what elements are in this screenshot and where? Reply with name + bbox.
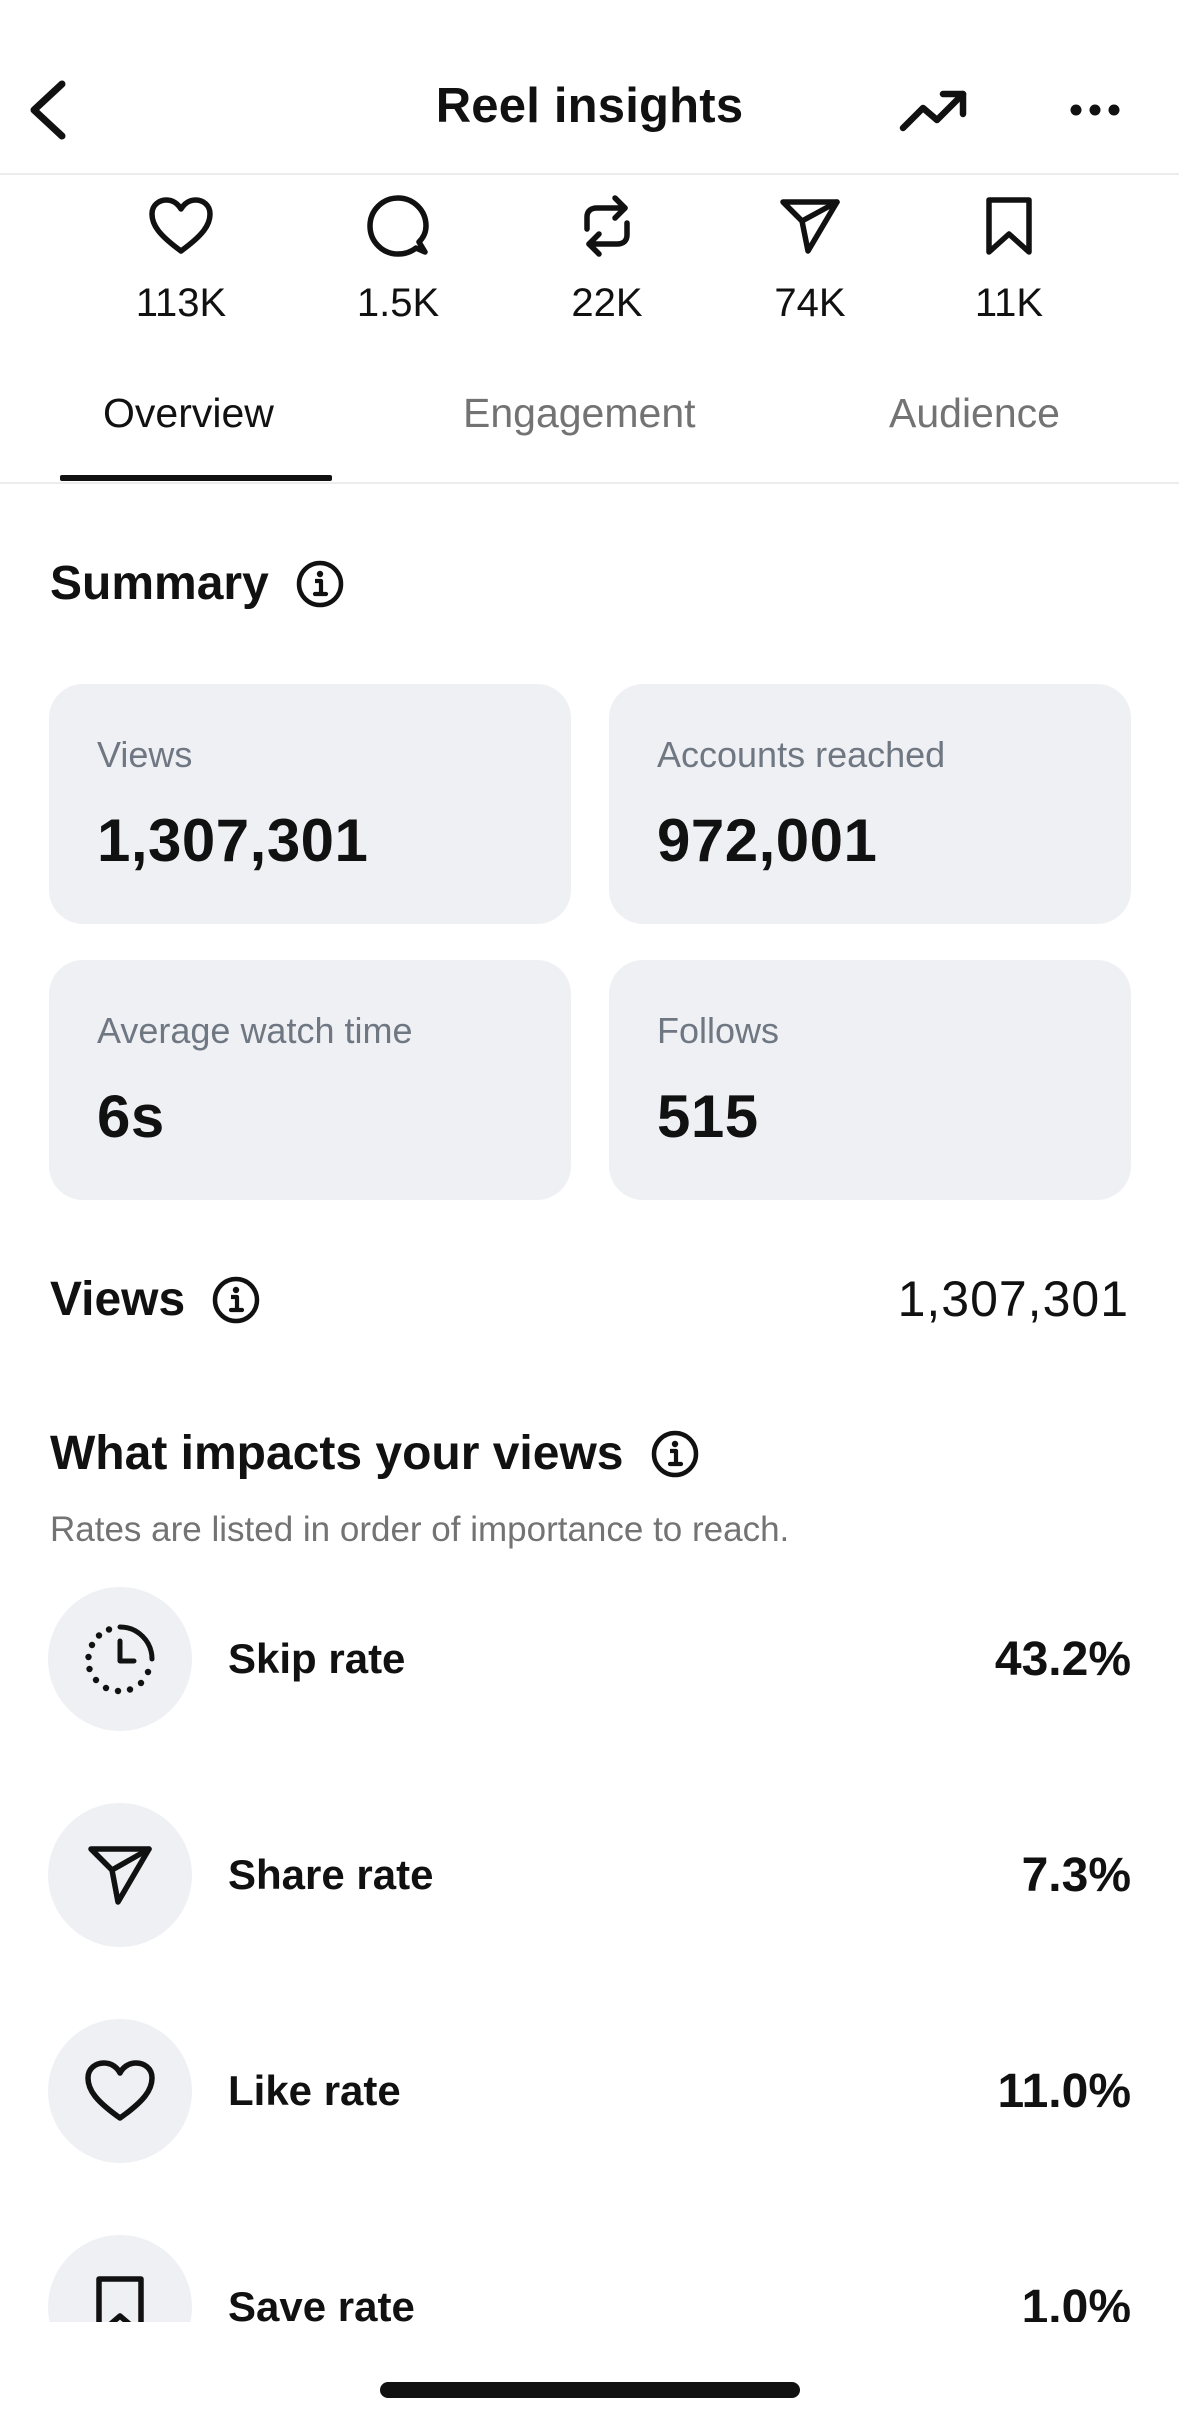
comment-icon xyxy=(367,195,429,257)
info-icon[interactable] xyxy=(211,1275,261,1325)
rate-icon-circle xyxy=(48,2019,192,2163)
rate-row-share[interactable]: Share rate 7.3% xyxy=(48,1803,1131,1949)
rate-value: 43.2% xyxy=(994,1633,1131,1686)
back-button[interactable] xyxy=(18,70,78,150)
stat-value: 113K xyxy=(135,281,227,325)
stat-value: 1.5K xyxy=(356,281,440,325)
heart-icon xyxy=(85,2060,155,2121)
ellipsis-icon xyxy=(1070,104,1120,116)
card-label: Views xyxy=(97,734,193,775)
rate-icon-circle xyxy=(48,2235,192,2322)
active-tab-indicator xyxy=(60,475,332,481)
stat-value: 22K xyxy=(571,281,643,325)
rate-label: Save rate xyxy=(228,2283,415,2322)
rate-value: 7.3% xyxy=(1021,1849,1131,1902)
engagement-stats-row: 113K 1.5K 22K xyxy=(0,175,1179,345)
chevron-left-icon xyxy=(30,80,66,140)
views-title: Views xyxy=(50,1273,186,1326)
rate-row-like[interactable]: Like rate 11.0% xyxy=(48,2019,1131,2165)
more-options-button[interactable] xyxy=(1060,78,1130,142)
card-label: Average watch time xyxy=(97,1010,413,1051)
rate-icon-circle xyxy=(48,1803,192,1947)
home-indicator[interactable] xyxy=(380,2382,800,2398)
trending-up-icon xyxy=(899,90,967,132)
card-value: 972,001 xyxy=(657,807,878,874)
summary-card-accounts-reached[interactable]: Accounts reached 972,001 xyxy=(609,684,1131,924)
stat-saves: 11K xyxy=(934,185,1084,326)
info-icon[interactable] xyxy=(650,1429,700,1479)
dotted-clock-icon xyxy=(85,1624,155,1695)
card-value: 515 xyxy=(657,1083,759,1150)
tab-engagement[interactable]: Engagement xyxy=(463,390,696,436)
trends-button[interactable] xyxy=(895,78,973,142)
rate-row-save[interactable]: Save rate 1.0% xyxy=(48,2235,1131,2322)
tab-bar: Overview Engagement Audience xyxy=(0,360,1179,484)
card-value: 1,307,301 xyxy=(97,807,369,874)
stat-likes: 113K xyxy=(106,185,256,326)
bookmark-icon xyxy=(96,2276,144,2322)
rate-label: Like rate xyxy=(228,2067,401,2114)
heart-icon xyxy=(149,197,213,254)
scroll-content[interactable]: Reel insights 113K xyxy=(0,0,1179,2322)
summary-title: Summary xyxy=(50,557,269,610)
rate-value: 11.0% xyxy=(997,2065,1131,2118)
page-title: Reel insights xyxy=(435,79,744,133)
impacts-heading: What impacts your views xyxy=(50,1426,700,1481)
stat-value: 11K xyxy=(974,281,1044,325)
repost-icon xyxy=(584,195,630,257)
impacts-title: What impacts your views xyxy=(50,1427,624,1480)
impacts-subtitle: Rates are listed in order of importance … xyxy=(50,1510,790,1549)
rate-label: Skip rate xyxy=(228,1635,406,1682)
send-icon xyxy=(780,199,840,254)
card-label: Follows xyxy=(657,1010,780,1051)
send-icon xyxy=(88,1846,152,1905)
rate-value: 1.0% xyxy=(1021,2281,1131,2322)
stat-reposts: 22K xyxy=(532,185,682,326)
stat-value: 74K xyxy=(774,281,846,325)
summary-card-follows[interactable]: Follows 515 xyxy=(609,960,1131,1200)
summary-heading: Summary xyxy=(50,556,345,611)
card-label: Accounts reached xyxy=(657,734,946,775)
summary-card-average-watch-time[interactable]: Average watch time 6s xyxy=(49,960,571,1200)
stat-shares: 74K xyxy=(735,185,885,326)
card-value: 6s xyxy=(97,1083,165,1150)
rate-icon-circle xyxy=(48,1587,192,1731)
tab-audience[interactable]: Audience xyxy=(889,390,1060,436)
tab-overview[interactable]: Overview xyxy=(103,390,274,436)
info-icon[interactable] xyxy=(295,559,345,609)
rate-label: Share rate xyxy=(228,1851,434,1898)
summary-card-views[interactable]: Views 1,307,301 xyxy=(49,684,571,924)
rate-row-skip[interactable]: Skip rate 43.2% xyxy=(48,1587,1131,1733)
views-total: 1,307,301 xyxy=(897,1271,1129,1327)
views-heading: Views xyxy=(50,1272,261,1327)
stat-comments: 1.5K xyxy=(323,185,473,326)
top-bar: Reel insights xyxy=(0,0,1179,175)
bookmark-icon xyxy=(986,197,1032,255)
